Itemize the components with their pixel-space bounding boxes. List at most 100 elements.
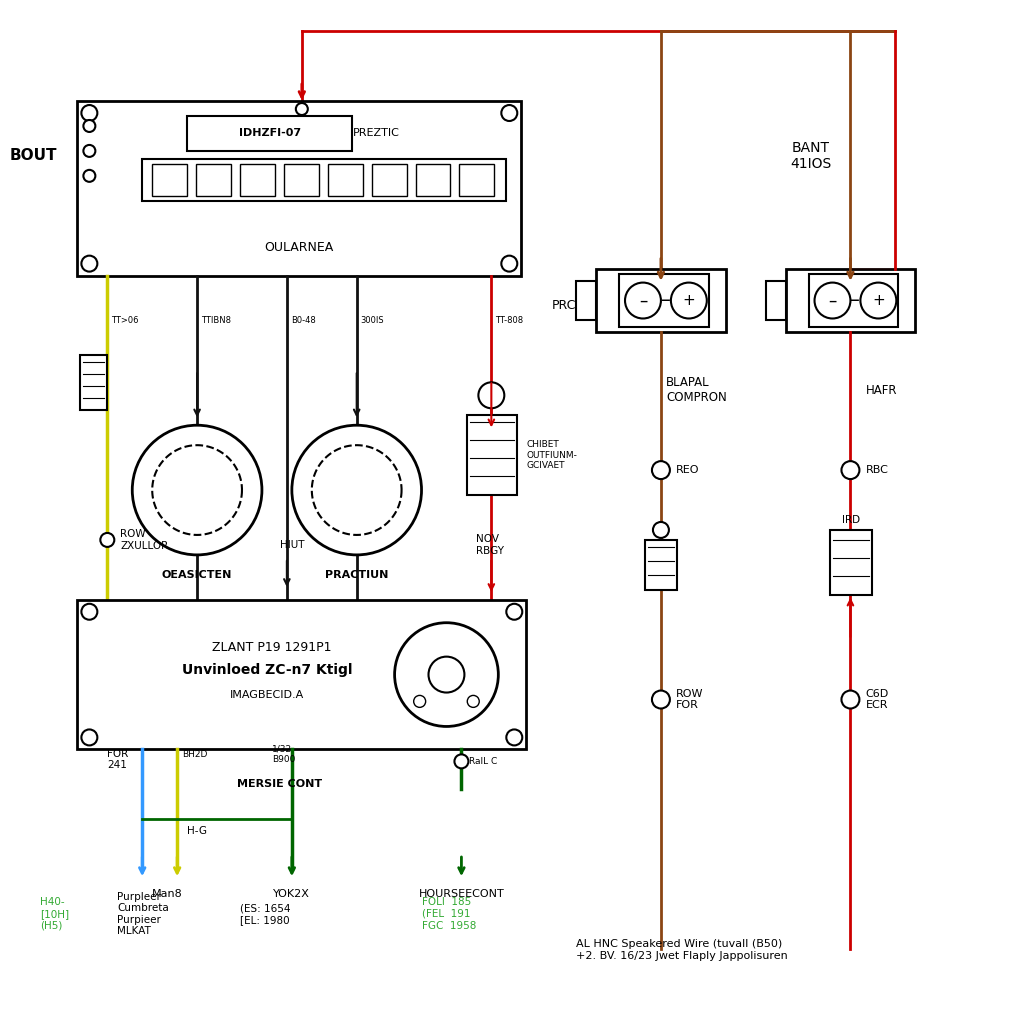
- Circle shape: [653, 522, 669, 538]
- Bar: [620, 273, 709, 328]
- Text: RalL C: RalL C: [469, 757, 498, 766]
- Text: BANT
41IOS: BANT 41IOS: [790, 141, 831, 171]
- Text: FOLI  185
(FEL  191
FGC  1958: FOLI 185 (FEL 191 FGC 1958: [422, 897, 476, 931]
- Text: BLAPAL
COMPRON: BLAPAL COMPRON: [666, 376, 727, 404]
- Circle shape: [478, 382, 504, 409]
- Bar: [142, 159, 506, 201]
- Bar: [830, 530, 872, 595]
- Text: ROW
FOR: ROW FOR: [676, 689, 703, 711]
- Bar: [328, 164, 362, 196]
- Circle shape: [428, 656, 465, 692]
- Text: CHIBET
OUTFIUNM-
GCIVAET: CHIBET OUTFIUNM- GCIVAET: [526, 440, 578, 470]
- Circle shape: [394, 623, 499, 726]
- Bar: [240, 164, 274, 196]
- Text: MERSIE CONT: MERSIE CONT: [237, 779, 323, 790]
- Bar: [416, 164, 451, 196]
- Text: OEASICTEN: OEASICTEN: [162, 569, 232, 580]
- Text: FOR
241: FOR 241: [108, 749, 129, 770]
- Bar: [187, 116, 351, 151]
- Bar: [785, 268, 915, 333]
- Text: B0-48: B0-48: [291, 316, 315, 325]
- Circle shape: [506, 604, 522, 620]
- Circle shape: [625, 283, 660, 318]
- Text: YOK2X: YOK2X: [273, 889, 310, 899]
- Text: H-G: H-G: [187, 826, 207, 837]
- Text: C6D
ECR: C6D ECR: [865, 689, 889, 711]
- Text: IDHZFI-07: IDHZFI-07: [239, 128, 301, 138]
- Text: AL HNC Speakered Wire (tuvall (B50)
+2. BV. 16/23 Jwet Flaply Jappolisuren: AL HNC Speakered Wire (tuvall (B50) +2. …: [577, 939, 787, 961]
- Bar: [372, 164, 407, 196]
- Circle shape: [842, 690, 859, 709]
- Circle shape: [506, 729, 522, 745]
- Circle shape: [83, 170, 95, 182]
- Bar: [153, 164, 187, 196]
- Circle shape: [83, 145, 95, 157]
- Text: –: –: [828, 292, 837, 309]
- Circle shape: [81, 256, 97, 271]
- Bar: [284, 164, 318, 196]
- Circle shape: [81, 729, 97, 745]
- Text: OULARNEA: OULARNEA: [264, 242, 334, 254]
- Text: REO: REO: [676, 465, 699, 475]
- Circle shape: [502, 256, 517, 271]
- Text: +: +: [872, 293, 885, 308]
- Bar: [645, 540, 677, 590]
- Text: H40-
[10H]
(H5): H40- [10H] (H5): [41, 897, 70, 931]
- Text: ROW
ZXULLOR: ROW ZXULLOR: [120, 529, 169, 551]
- Text: BOUT: BOUT: [10, 148, 57, 164]
- Circle shape: [842, 461, 859, 479]
- Text: –: –: [639, 292, 647, 309]
- Bar: [766, 281, 785, 321]
- Text: PRACTIUN: PRACTIUN: [325, 569, 388, 580]
- Circle shape: [455, 755, 468, 768]
- Text: PREZTIC: PREZTIC: [353, 128, 400, 138]
- Bar: [809, 273, 898, 328]
- Text: RBC: RBC: [865, 465, 888, 475]
- Text: –: –: [851, 291, 860, 310]
- Circle shape: [671, 283, 707, 318]
- Circle shape: [100, 532, 115, 547]
- Bar: [596, 268, 726, 333]
- Circle shape: [83, 120, 95, 132]
- Circle shape: [81, 105, 97, 121]
- Circle shape: [502, 105, 517, 121]
- Circle shape: [292, 425, 422, 555]
- Bar: [197, 164, 231, 196]
- Text: –: –: [660, 291, 671, 310]
- Circle shape: [652, 461, 670, 479]
- Text: HOURSEECONT: HOURSEECONT: [419, 889, 504, 899]
- Circle shape: [860, 283, 896, 318]
- Circle shape: [652, 690, 670, 709]
- Text: TT>06: TT>06: [112, 316, 139, 325]
- Text: 300IS: 300IS: [360, 316, 384, 325]
- Text: TT-808: TT-808: [496, 316, 523, 325]
- Circle shape: [414, 695, 426, 708]
- Circle shape: [81, 604, 97, 620]
- Bar: [78, 101, 521, 275]
- Text: ZLANT P19 1291P1: ZLANT P19 1291P1: [212, 641, 332, 654]
- Text: +: +: [682, 293, 695, 308]
- Text: IMAGBECID.A: IMAGBECID.A: [229, 689, 304, 699]
- Text: HAFR: HAFR: [865, 384, 897, 397]
- Bar: [467, 416, 517, 495]
- Circle shape: [814, 283, 851, 318]
- Circle shape: [132, 425, 262, 555]
- Text: Man8: Man8: [152, 889, 182, 899]
- Text: IRD: IRD: [843, 515, 860, 525]
- Bar: [577, 281, 596, 321]
- Text: TTIBN8: TTIBN8: [201, 316, 231, 325]
- Text: (ES: 1654
[EL: 1980: (ES: 1654 [EL: 1980: [240, 903, 291, 925]
- Circle shape: [467, 695, 479, 708]
- Text: HIUT: HIUT: [280, 540, 304, 550]
- Bar: [460, 164, 495, 196]
- Bar: [78, 600, 526, 750]
- Bar: [81, 355, 108, 411]
- Text: Purpleer
Cumbreta
Purpieer
MLKAT: Purpleer Cumbreta Purpieer MLKAT: [118, 892, 169, 936]
- Text: BH2D: BH2D: [182, 750, 208, 759]
- Text: PRC: PRC: [552, 299, 577, 312]
- Text: Unvinloed ZC-n7 Ktigl: Unvinloed ZC-n7 Ktigl: [181, 663, 352, 677]
- Text: 1/32
B900: 1/32 B900: [272, 744, 295, 764]
- Text: NOV
RBGY: NOV RBGY: [476, 535, 505, 556]
- Circle shape: [296, 103, 308, 115]
